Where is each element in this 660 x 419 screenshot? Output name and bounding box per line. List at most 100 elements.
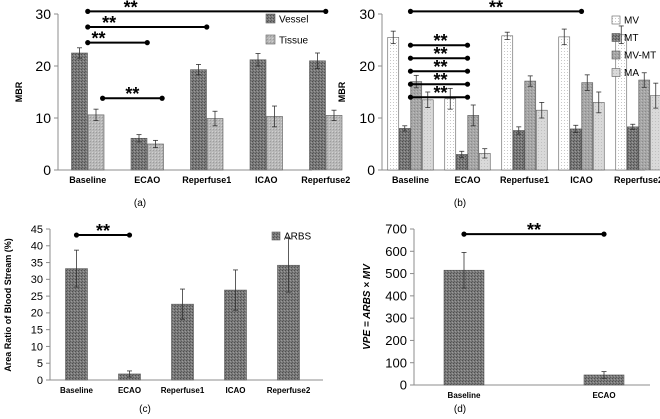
legend-label-arbs: ARBS (284, 232, 312, 243)
y-tick-label: 10 (35, 110, 51, 126)
panel-caption: (c) (139, 404, 151, 415)
significance-label: ** (102, 13, 116, 33)
legend-swatch-mt (611, 33, 621, 42)
bar-mv-mt-reperfuse2 (638, 79, 651, 171)
significance-label: ** (433, 31, 447, 51)
chart-panel-c: 0 5 10 15 20 25 30 35 40 45 Area Ratio of Blood St… (3, 221, 323, 415)
y-tick-label: 30 (359, 6, 375, 22)
y-tick-label: 0 (43, 162, 51, 178)
bar-mt-icao (569, 128, 582, 171)
significance-dot-end (464, 55, 471, 61)
x-tick-label-baseline: Baseline (60, 386, 93, 395)
significance-dot-start (407, 42, 414, 48)
y-tick-label: 35 (31, 257, 43, 269)
bar-mv-mt-baseline (410, 81, 423, 171)
y-tick-label: 30 (35, 6, 51, 22)
y-axis-label: Area Ratio of Blood Stream (%) (3, 238, 13, 372)
significance-label: ** (433, 83, 447, 103)
x-tick-label-baseline: Baseline (69, 175, 106, 185)
significance-label: ** (489, 0, 503, 17)
x-tick-label-ecao: ECAO (454, 175, 480, 185)
x-tick-label-reperfuse2: Reperfuse2 (267, 386, 311, 395)
x-tick-label-reperfuse2: Reperfuse2 (614, 175, 660, 185)
x-tick-label-icao: ICAO (570, 175, 593, 185)
y-tick-label: 200 (385, 333, 407, 348)
significance-dot-end (464, 68, 471, 74)
legend-swatch-tissue (265, 34, 276, 45)
y-tick-label: 20 (359, 58, 375, 74)
significance-dot-start (85, 24, 91, 30)
panel-caption: (d) (454, 404, 466, 415)
y-tick-label: 0 (367, 162, 375, 178)
bar-vessel-ecao (130, 137, 148, 171)
bar-ma-baseline (421, 99, 434, 171)
y-tick-label: 400 (385, 288, 407, 303)
x-tick-label-icao: ICAO (226, 386, 246, 395)
legend-label-mv: MV (624, 16, 639, 27)
significance-label: ** (527, 220, 541, 240)
bar-mv-mt-reperfuse1 (524, 80, 537, 171)
legend-label-tissue: Tissue (279, 36, 309, 47)
x-tick-label-reperfuse1: Reperfuse1 (500, 175, 549, 185)
significance-dot-end (464, 81, 471, 87)
bar-vessel-icao (249, 59, 267, 171)
y-tick-label: 5 (37, 358, 43, 370)
x-tick-label-reperfuse1: Reperfuse1 (161, 386, 205, 395)
x-tick-label-ecao: ECAO (592, 391, 615, 400)
significance-dot-start (73, 232, 80, 238)
significance-dot-start (407, 55, 414, 61)
legend-swatch-ma (611, 68, 621, 77)
x-tick-label-baseline: Baseline (392, 175, 429, 185)
bar-ma-reperfuse1 (535, 109, 548, 171)
bar-mv-icao (558, 36, 571, 171)
y-tick-label: 15 (31, 325, 43, 337)
chart-panel-d: 0 100 200 300 400 500 600 700 VPE = ARBS × MV Bas… (362, 220, 650, 415)
y-tick-label: 10 (31, 341, 43, 353)
legend-swatch-vessel (265, 13, 276, 24)
significance-dot-end (159, 95, 165, 101)
y-tick-label: 40 (31, 241, 43, 253)
significance-dot-end (601, 231, 607, 237)
bar-tissue-reperfuse1 (206, 118, 224, 171)
significance-dot-start (407, 81, 414, 87)
legend-swatch-mv (611, 15, 621, 25)
bar-vessel-reperfuse1 (190, 69, 207, 171)
significance-dot-start (85, 40, 91, 46)
y-tick-label: 10 (359, 110, 375, 126)
y-tick-label: 700 (385, 222, 407, 237)
significance-dot-end (323, 8, 329, 14)
bar-vessel-baseline (71, 52, 88, 171)
x-tick-label-reperfuse1: Reperfuse1 (182, 175, 231, 185)
significance-label: ** (91, 29, 105, 49)
bar-vessel-reperfuse2 (309, 60, 326, 171)
x-tick-label-baseline: Baseline (448, 391, 481, 400)
y-tick-label: 300 (385, 311, 407, 326)
significance-label: ** (125, 84, 139, 104)
bar-mt-baseline (398, 128, 411, 171)
panel-caption: (b) (454, 198, 466, 209)
bar-mt-reperfuse1 (512, 130, 525, 171)
legend-label-ma: MA (624, 68, 639, 79)
y-tick-label: 0 (400, 378, 407, 393)
bar-mt-reperfuse2 (626, 126, 639, 171)
y-axis-label: VPE = ARBS × MV (362, 263, 373, 350)
legend-label-vessel: Vessel (279, 15, 308, 26)
bar-tissue-reperfuse2 (325, 115, 343, 171)
bar-mv-reperfuse1 (501, 35, 514, 171)
significance-dot-start (407, 68, 414, 74)
bar-tissue-baseline (87, 114, 105, 171)
legend-label-mv-mt: MV-MT (624, 51, 656, 62)
significance-dot-start (407, 8, 414, 14)
bar-ma-reperfuse2 (649, 95, 660, 171)
y-tick-label: 25 (31, 291, 43, 303)
significance-dot-end (126, 232, 133, 238)
y-tick-label: 20 (31, 308, 43, 320)
legend-swatch-mv-mt (611, 50, 621, 60)
significance-dot-end (464, 94, 471, 100)
x-tick-label-icao: ICAO (255, 175, 278, 185)
x-tick-label-ecao: ECAO (134, 175, 160, 185)
significance-label: ** (96, 221, 110, 241)
y-tick-label: 600 (385, 244, 407, 259)
significance-label: ** (124, 0, 138, 17)
